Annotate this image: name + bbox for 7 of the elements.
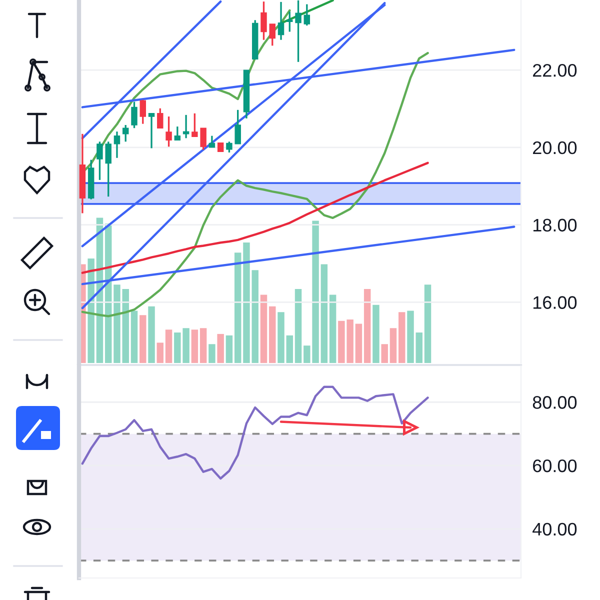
y-tick-label: 60.00 xyxy=(533,459,577,472)
y-tick-label: 40.00 xyxy=(532,522,577,536)
y-tick-label: 20.00 xyxy=(533,141,577,154)
y-tick-label: 22.00 xyxy=(533,64,577,77)
y-tick-label: 80.00 xyxy=(532,396,577,409)
y-tick-label: 16.00 xyxy=(533,296,577,309)
y-tick-label: 18.00 xyxy=(533,218,577,232)
